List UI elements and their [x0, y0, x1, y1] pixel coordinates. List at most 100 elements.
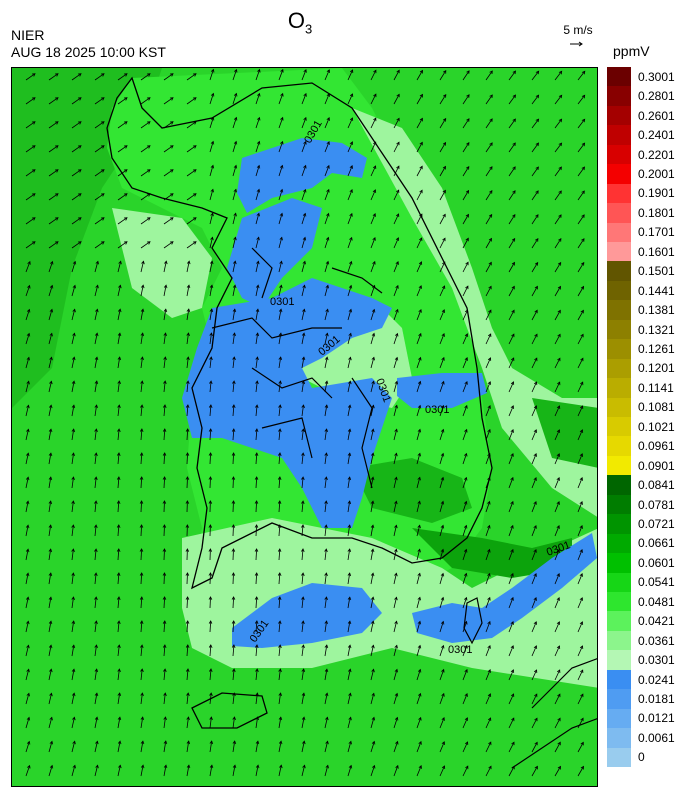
wind-arrow-shaft — [232, 644, 235, 657]
wind-arrow-head — [325, 716, 329, 721]
wind-arrow-shaft — [48, 717, 53, 729]
wind-arrow-head — [580, 717, 584, 722]
wind-arrow-shaft — [186, 644, 189, 657]
wind-arrow-head — [464, 717, 468, 721]
colorbar-swatch — [607, 144, 631, 165]
wind-arrow-head — [324, 644, 329, 649]
wind-arrow-shaft — [186, 452, 188, 465]
wind-arrow-shaft — [278, 572, 281, 585]
wind-arrow-shaft — [531, 286, 538, 297]
wind-arrow-head — [208, 644, 213, 648]
wind-arrow-head — [116, 572, 121, 576]
wind-arrow-head — [186, 332, 190, 337]
wind-arrow-head — [442, 189, 446, 194]
wind-arrow-shaft — [347, 453, 351, 465]
colorbar-swatch — [607, 630, 631, 651]
wind-arrow-head — [556, 501, 560, 505]
wind-arrow-shaft — [186, 217, 197, 225]
wind-arrow-head — [487, 500, 491, 505]
wind-arrow-head — [139, 620, 144, 624]
title-main: O — [287, 8, 305, 33]
wind-arrow-shaft — [140, 500, 142, 513]
wind-arrow-head — [396, 189, 400, 194]
wind-arrow-shaft — [370, 573, 374, 585]
wind-arrow-shaft — [278, 621, 281, 633]
wind-arrow-shaft — [554, 190, 562, 201]
wind-arrow-head — [466, 70, 470, 74]
wind-arrow-shaft — [462, 262, 469, 273]
wind-arrow-shaft — [508, 310, 515, 321]
wind-arrow-shaft — [324, 429, 327, 441]
wind-arrow-shaft — [48, 121, 59, 129]
wind-arrow-shaft — [255, 213, 260, 225]
wind-arrow-head — [186, 308, 191, 313]
wind-arrow-shaft — [209, 644, 212, 657]
wind-arrow-head — [417, 620, 422, 625]
wind-arrow-shaft — [163, 121, 174, 129]
wind-arrow-shaft — [324, 141, 330, 153]
wind-arrow-shaft — [94, 285, 99, 297]
wind-arrow-head — [324, 692, 329, 697]
wind-arrow-shaft — [439, 405, 444, 417]
wind-arrow-head — [25, 548, 30, 553]
ozone-map[interactable]: 0301 0301 0301 0301 0301 0301 0301 0301 — [11, 67, 598, 787]
wind-arrow-shaft — [554, 429, 560, 441]
wind-arrow-head — [209, 356, 213, 361]
wind-arrow-shaft — [255, 309, 259, 321]
wind-arrow-shaft — [94, 717, 98, 729]
wind-arrow-head — [186, 260, 191, 265]
wind-arrow-head — [510, 453, 514, 457]
wind-arrow-head — [77, 217, 82, 221]
wind-arrow-shaft — [324, 597, 327, 609]
wind-arrow-shaft — [577, 477, 583, 489]
wind-arrow-head — [279, 188, 284, 193]
wind-arrow-shaft — [370, 333, 375, 345]
wind-arrow-head — [579, 501, 583, 505]
wind-arrow-head — [301, 356, 306, 361]
wind-arrow-shaft — [393, 285, 399, 297]
wind-arrow-head — [49, 308, 54, 313]
wind-arrow-head — [26, 644, 30, 649]
wind-arrow-shaft — [324, 381, 328, 393]
wind-arrow-shaft — [232, 141, 237, 153]
wind-arrow-head — [77, 121, 82, 125]
wind-arrow-head — [117, 356, 122, 361]
wind-arrow-head — [301, 380, 306, 385]
wind-arrow-shaft — [347, 717, 352, 729]
wind-arrow-head — [511, 237, 516, 242]
wind-arrow-shaft — [25, 285, 30, 297]
wind-arrow-shaft — [508, 453, 514, 465]
wind-arrow-head — [31, 121, 36, 125]
wind-arrow-head — [557, 333, 561, 338]
wind-arrow-head — [185, 668, 190, 672]
wind-arrow-head — [31, 217, 36, 221]
wind-arrow-shaft — [393, 429, 398, 441]
wind-arrow-head — [302, 212, 307, 217]
wind-arrow-shaft — [577, 621, 583, 633]
colorbar-tick-label: 0.0601 — [638, 555, 675, 570]
wind-arrow-shaft — [71, 285, 76, 297]
wind-arrow-head — [417, 596, 421, 601]
wind-arrow-head — [162, 404, 167, 408]
wind-arrow-head — [210, 188, 214, 193]
colorbar — [607, 67, 631, 768]
wind-arrow-head — [257, 68, 261, 73]
wind-arrow-shaft — [439, 741, 445, 753]
wind-arrow-shaft — [71, 145, 82, 153]
wind-arrow-head — [169, 193, 174, 197]
wind-arrow-shaft — [25, 669, 30, 681]
wind-arrow-shaft — [117, 241, 128, 249]
wind-arrow-head — [278, 668, 282, 673]
wind-arrow-shaft — [117, 548, 120, 561]
colorbar-tick-label: 0.0121 — [638, 711, 675, 726]
wind-arrow-shaft — [485, 766, 492, 777]
wind-arrow-head — [100, 73, 105, 77]
wind-arrow-shaft — [324, 501, 327, 513]
wind-arrow-head — [441, 765, 446, 770]
wind-arrow-head — [487, 333, 492, 338]
wind-arrow-shaft — [301, 69, 307, 81]
wind-arrow-head — [556, 405, 561, 410]
wind-arrow-head — [26, 428, 30, 433]
wind-arrow-head — [418, 332, 422, 337]
colorbar-tick-label: 0.0841 — [638, 478, 675, 493]
